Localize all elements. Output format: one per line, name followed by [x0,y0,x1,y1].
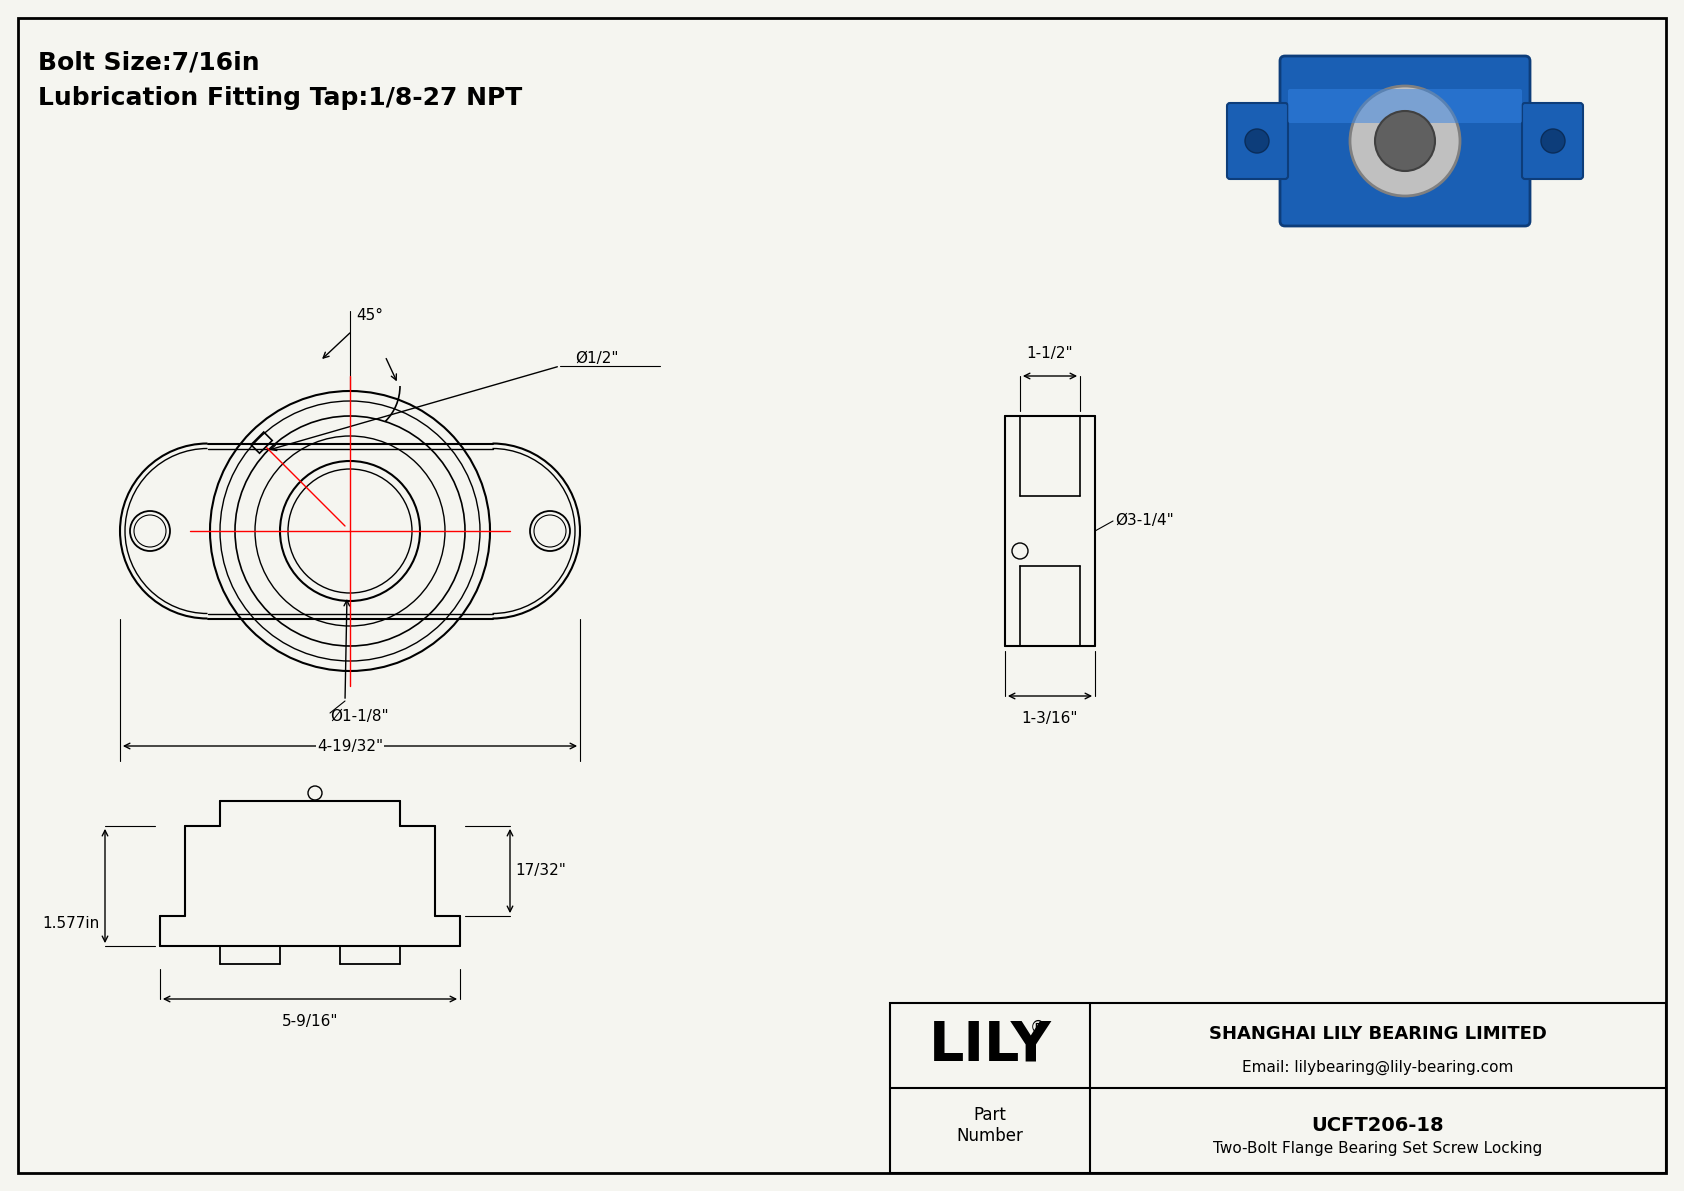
Text: 1-3/16": 1-3/16" [1022,711,1078,727]
FancyBboxPatch shape [1522,102,1583,179]
Text: 5-9/16": 5-9/16" [281,1014,338,1029]
Text: Lubrication Fitting Tap:1/8-27 NPT: Lubrication Fitting Tap:1/8-27 NPT [39,86,522,110]
FancyBboxPatch shape [1288,89,1522,123]
FancyBboxPatch shape [1228,102,1288,179]
Text: 1.577in: 1.577in [42,916,99,931]
Text: Ø3-1/4": Ø3-1/4" [1115,513,1174,529]
Text: ®: ® [1029,1018,1046,1036]
Circle shape [1244,129,1270,152]
Text: Part
Number: Part Number [957,1106,1024,1145]
Text: 45°: 45° [357,308,384,324]
Text: UCFT206-18: UCFT206-18 [1312,1116,1445,1135]
Text: 1-1/2": 1-1/2" [1027,347,1073,361]
Text: SHANGHAI LILY BEARING LIMITED: SHANGHAI LILY BEARING LIMITED [1209,1024,1548,1042]
FancyBboxPatch shape [1280,56,1531,226]
Text: Ø1/2": Ø1/2" [574,351,618,367]
Text: LILY: LILY [928,1018,1051,1073]
Text: Ø1-1/8": Ø1-1/8" [330,709,389,723]
Text: Two-Bolt Flange Bearing Set Screw Locking: Two-Bolt Flange Bearing Set Screw Lockin… [1214,1141,1543,1156]
Text: Bolt Size:7/16in: Bolt Size:7/16in [39,51,259,75]
Text: 4-19/32": 4-19/32" [317,738,382,754]
Circle shape [1541,129,1564,152]
Bar [891,1003,1665,1173]
Circle shape [1351,86,1460,197]
Text: Email: lilybearing@lily-bearing.com: Email: lilybearing@lily-bearing.com [1243,1060,1514,1075]
Text: 17/32": 17/32" [515,863,566,879]
Circle shape [1376,111,1435,172]
